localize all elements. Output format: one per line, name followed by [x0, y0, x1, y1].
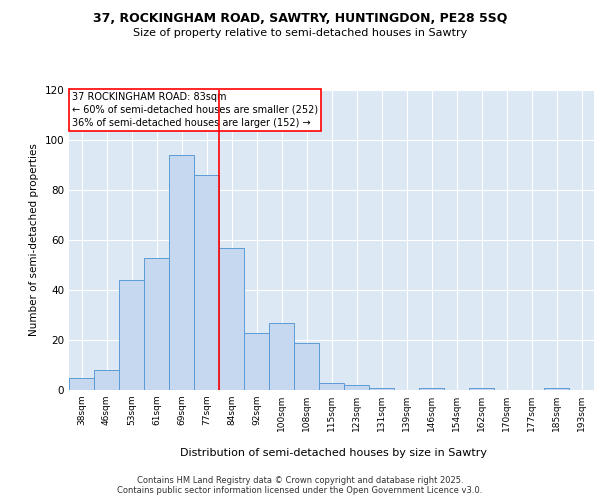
Bar — [294, 342, 319, 390]
Bar — [169, 155, 194, 390]
Bar — [269, 322, 294, 390]
Bar — [144, 258, 169, 390]
Bar — [369, 388, 394, 390]
Bar — [94, 370, 119, 390]
Bar — [244, 332, 269, 390]
Text: Contains HM Land Registry data © Crown copyright and database right 2025.
Contai: Contains HM Land Registry data © Crown c… — [118, 476, 482, 495]
Text: Distribution of semi-detached houses by size in Sawtry: Distribution of semi-detached houses by … — [179, 448, 487, 458]
Bar — [419, 388, 444, 390]
Bar — [194, 175, 219, 390]
Bar — [544, 388, 569, 390]
Bar — [119, 280, 144, 390]
Bar — [219, 248, 244, 390]
Bar — [469, 388, 494, 390]
Text: 37 ROCKINGHAM ROAD: 83sqm
← 60% of semi-detached houses are smaller (252)
36% of: 37 ROCKINGHAM ROAD: 83sqm ← 60% of semi-… — [71, 92, 318, 128]
Bar — [344, 385, 369, 390]
Y-axis label: Number of semi-detached properties: Number of semi-detached properties — [29, 144, 39, 336]
Text: 37, ROCKINGHAM ROAD, SAWTRY, HUNTINGDON, PE28 5SQ: 37, ROCKINGHAM ROAD, SAWTRY, HUNTINGDON,… — [93, 12, 507, 26]
Text: Size of property relative to semi-detached houses in Sawtry: Size of property relative to semi-detach… — [133, 28, 467, 38]
Bar — [69, 378, 94, 390]
Bar — [319, 382, 344, 390]
